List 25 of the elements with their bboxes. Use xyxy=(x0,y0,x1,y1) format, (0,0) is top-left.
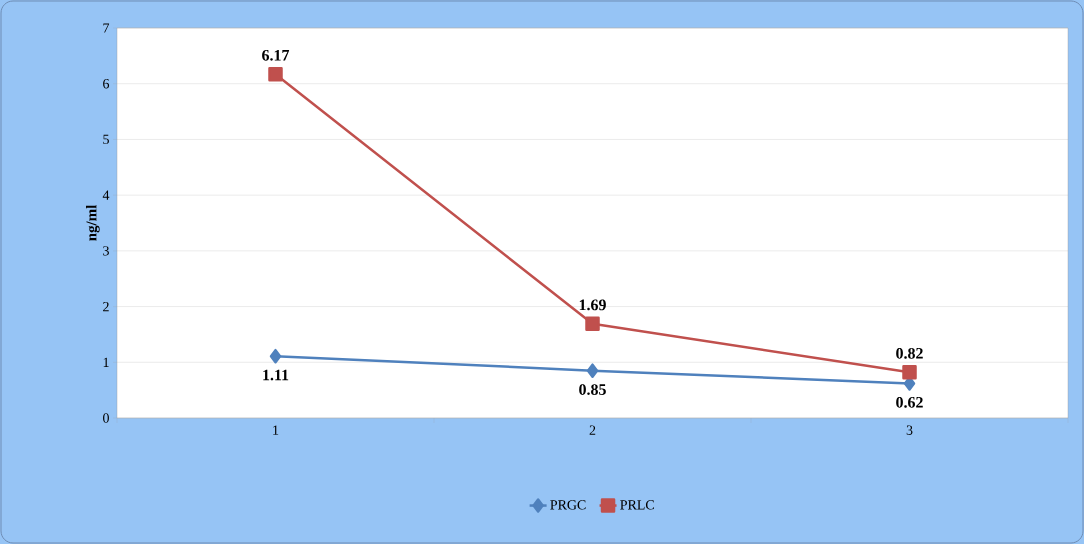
point xyxy=(585,316,600,332)
y-tick-label: 1 xyxy=(103,357,109,367)
point xyxy=(268,67,283,82)
y-tick-label: 6 xyxy=(103,79,110,89)
point xyxy=(902,365,917,380)
data-label: 0.85 xyxy=(579,384,606,395)
x-tick-label: 3 xyxy=(906,425,913,435)
data-label: 1.69 xyxy=(579,299,606,311)
x-tick-label: 1 xyxy=(273,425,279,435)
y-tick-label: 2 xyxy=(103,301,109,312)
data-label: 1.11 xyxy=(263,369,289,381)
y-tick-label: 7 xyxy=(103,23,110,33)
data-label: 6.17 xyxy=(262,49,290,61)
legend-label: PRGC xyxy=(550,500,586,510)
point xyxy=(586,363,599,378)
data-label: 0.62 xyxy=(896,396,923,408)
y-tick-label: 0 xyxy=(103,413,109,423)
y-tick-label: 4 xyxy=(102,190,110,200)
data-label: 0.82 xyxy=(896,347,923,359)
y-axis-title: ng/ml xyxy=(86,205,100,241)
point xyxy=(269,348,282,364)
legend-label: PRLC xyxy=(620,500,654,510)
y-tick-label: 5 xyxy=(103,134,109,145)
x-tick-label: 2 xyxy=(589,425,596,435)
y-tick-label: 3 xyxy=(103,246,109,256)
